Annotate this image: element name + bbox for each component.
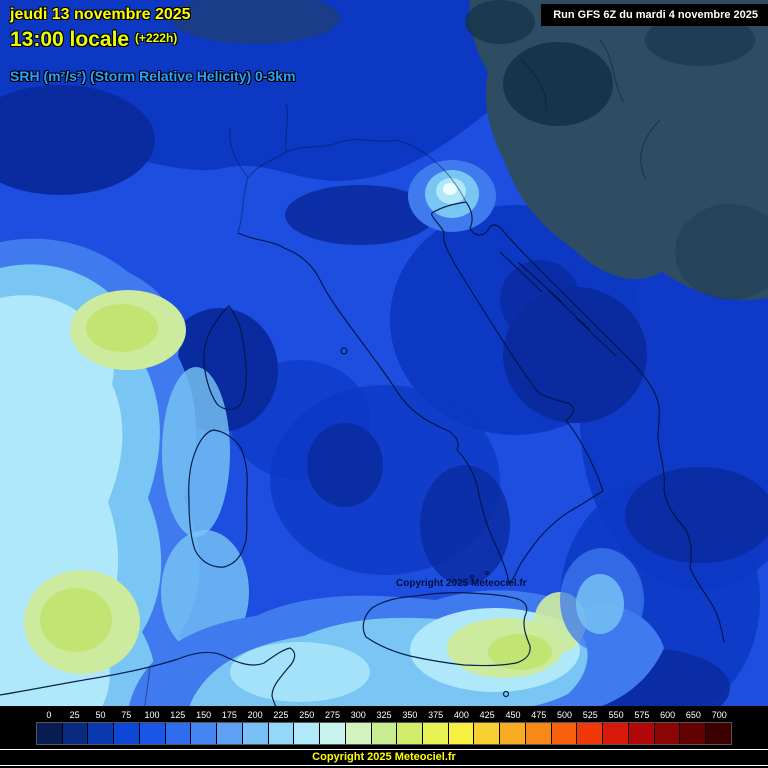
legend: 0 25 50 75 100 125 150 175 200 225 250 275 300 325 350… — [0, 706, 768, 768]
legend-value: 150 — [196, 710, 212, 720]
legend-swatch — [165, 723, 192, 744]
legend-swatch — [474, 723, 501, 744]
date-label: jeudi 13 novembre 2025 — [10, 6, 191, 23]
legend-swatch — [345, 723, 372, 744]
legend-swatch — [680, 723, 707, 744]
legend-swatch — [628, 723, 655, 744]
legend-swatch — [62, 723, 89, 744]
legend-swatch — [217, 723, 243, 744]
legend-swatch — [88, 723, 115, 744]
legend-value: 275 — [324, 710, 340, 720]
legend-value: 600 — [660, 710, 676, 720]
country-borders — [143, 39, 661, 713]
legend-value: 475 — [531, 710, 547, 720]
legend-value: 400 — [453, 710, 469, 720]
map-watermark: Copyright 2025 Meteociel.fr — [396, 578, 527, 589]
legend-value: 525 — [582, 710, 598, 720]
forecast-offset: (+222h) — [134, 31, 178, 45]
legend-value: 125 — [170, 710, 186, 720]
legend-swatch — [525, 723, 552, 744]
legend-value: 375 — [428, 710, 444, 720]
legend-value: 225 — [273, 710, 289, 720]
legend-swatch — [577, 723, 604, 744]
copyright-bar: Copyright 2025 Meteociel.fr — [0, 749, 768, 766]
legend-value: 50 — [95, 710, 106, 720]
legend-values: 0 25 50 75 100 125 150 175 200 225 250 275 300 325 350… — [36, 710, 732, 720]
legend-value: 250 — [299, 710, 315, 720]
legend-swatch — [603, 723, 629, 744]
coastlines — [0, 201, 725, 713]
legend-value: 100 — [144, 710, 160, 720]
legend-swatch — [371, 723, 398, 744]
legend-swatch — [706, 723, 731, 744]
legend-value: 575 — [634, 710, 650, 720]
legend-swatch — [294, 723, 321, 744]
time-label: 13:00 locale (+222h) — [10, 28, 177, 52]
legend-value: 0 — [46, 710, 52, 720]
legend-value: 300 — [350, 710, 366, 720]
legend-swatch — [654, 723, 681, 744]
legend-value: 450 — [505, 710, 521, 720]
legend-swatch — [114, 723, 140, 744]
legend-value: 550 — [608, 710, 624, 720]
model-run-label: Run GFS 6Z du mardi 4 novembre 2025 — [541, 4, 768, 26]
legend-value: 350 — [402, 710, 418, 720]
legend-value: 175 — [221, 710, 237, 720]
legend-swatch — [268, 723, 295, 744]
legend-swatch — [448, 723, 475, 744]
legend-swatch — [397, 723, 424, 744]
legend-swatch — [242, 723, 269, 744]
legend-value: 500 — [557, 710, 573, 720]
legend-value: 25 — [69, 710, 80, 720]
legend-swatch — [551, 723, 578, 744]
legend-value: 75 — [121, 710, 132, 720]
legend-swatch — [139, 723, 166, 744]
local-time: 13:00 locale — [10, 28, 130, 51]
legend-swatch — [500, 723, 526, 744]
legend-swatch — [37, 723, 63, 744]
legend-swatch — [423, 723, 449, 744]
legend-swatch — [320, 723, 346, 744]
legend-bar — [36, 722, 732, 745]
legend-swatch — [191, 723, 218, 744]
legend-value: 325 — [376, 710, 392, 720]
legend-value: 700 — [711, 710, 727, 720]
legend-value: 200 — [247, 710, 263, 720]
legend-value: 650 — [685, 710, 701, 720]
legend-value: 425 — [479, 710, 495, 720]
parameter-label: SRH (m²/s²) (Storm Relative Helicity) 0-… — [10, 68, 296, 84]
contour-fills — [0, 0, 768, 728]
